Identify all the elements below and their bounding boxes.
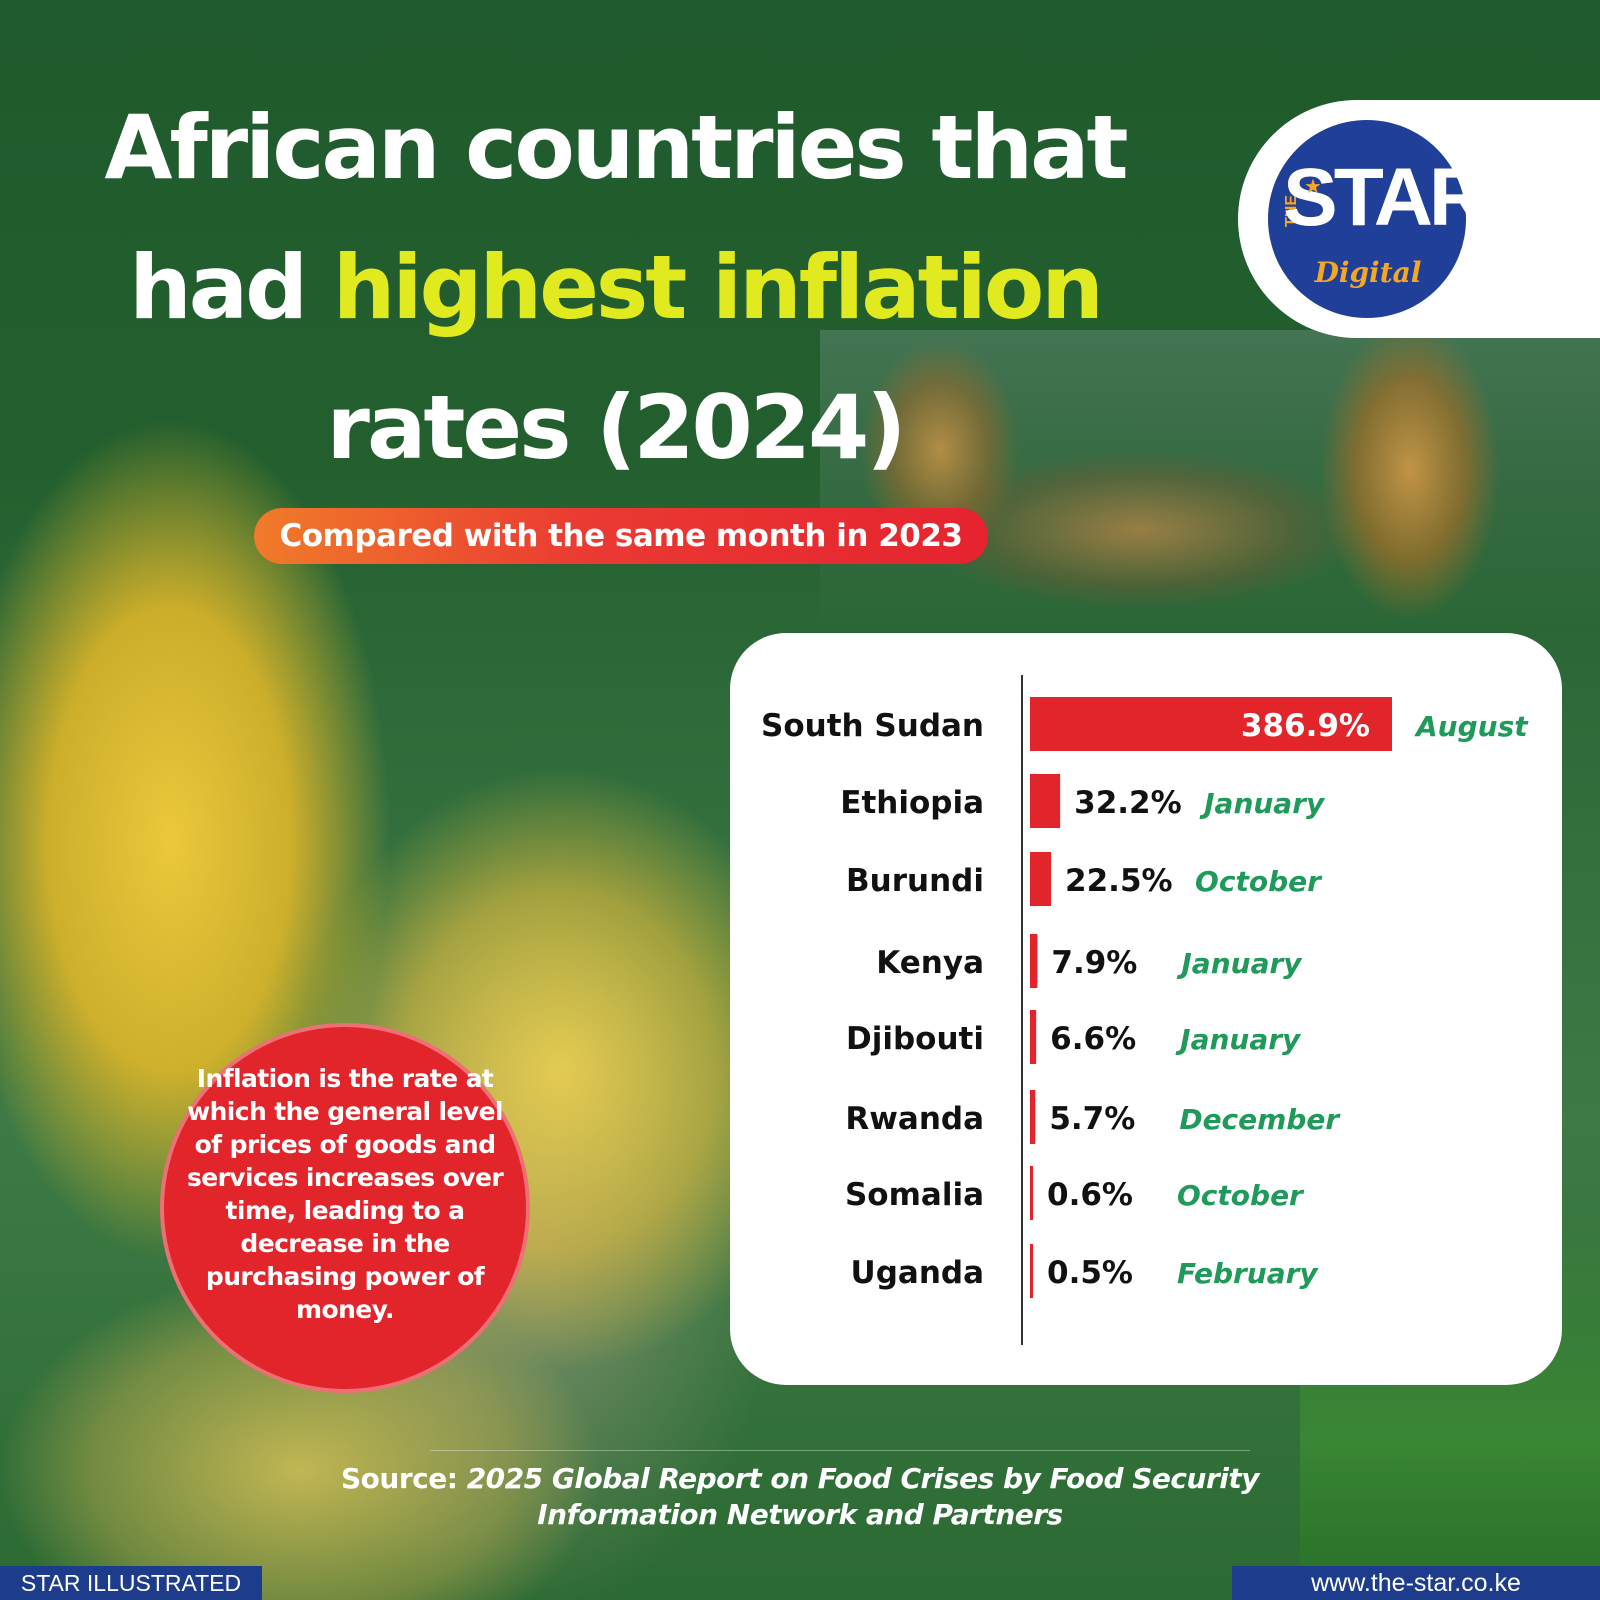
month-label: January (1199, 787, 1326, 820)
month-label: October (1195, 865, 1323, 898)
coins-photo (820, 330, 1600, 630)
value-label: 0.6% (1047, 1177, 1133, 1213)
source-label: Source: (341, 1462, 458, 1495)
corn-photo (0, 420, 760, 1600)
category-label: Djibouti (846, 1021, 984, 1057)
month-label: January (1175, 1023, 1302, 1056)
category-label: Ethiopia (840, 785, 984, 821)
month-label: January (1176, 947, 1303, 980)
month-label: February (1177, 1257, 1319, 1290)
page-title: African countries that had highest infla… (30, 78, 1200, 498)
star-icon: ★ (1304, 174, 1322, 198)
title-part1: African countries that had (104, 96, 1128, 339)
category-label: Kenya (876, 945, 984, 981)
inflation-definition-circle (160, 1023, 530, 1393)
source-text: 2025 Global Report on Food Crises by Foo… (466, 1462, 1260, 1531)
value-label: 32.2% (1074, 785, 1182, 821)
category-label: South Sudan (761, 708, 984, 744)
source-divider (430, 1450, 1250, 1451)
value-label: 7.9% (1051, 945, 1137, 981)
month-label: December (1179, 1103, 1341, 1136)
footer-credit: STAR ILLUSTRATED (0, 1566, 262, 1600)
title-highlight: highest inflation (332, 236, 1104, 339)
source-note: Source: 2025 Global Report on Food Crise… (300, 1461, 1300, 1533)
category-label: Uganda (851, 1255, 984, 1291)
category-label: Burundi (846, 863, 984, 899)
logo-digital-text: Digital (1314, 256, 1422, 289)
bar (1030, 934, 1038, 988)
value-label: 5.7% (1049, 1101, 1135, 1137)
inflation-bar-chart: South Sudan 386.9% August Ethiopia 32.2% Janu… (761, 675, 1529, 1345)
bar (1030, 1166, 1033, 1220)
chart-card (730, 633, 1562, 1385)
month-label: October (1177, 1179, 1305, 1212)
value-label: 6.6% (1050, 1021, 1136, 1057)
month-label: August (1414, 710, 1529, 743)
value-label: 0.5% (1047, 1255, 1133, 1291)
bar (1030, 852, 1052, 906)
bar (1030, 697, 1392, 751)
title-part2: rates (2024) (326, 376, 907, 479)
inflation-definition-text: Inflation is the rate at which the gener… (186, 1064, 504, 1324)
logo-star-text: STAR (1283, 152, 1488, 243)
bar (1030, 774, 1061, 828)
footer-website-link[interactable]: www.the-star.co.ke (1232, 1566, 1600, 1600)
category-label: Rwanda (845, 1101, 984, 1137)
value-label: 22.5% (1065, 863, 1173, 899)
category-label: Somalia (845, 1177, 984, 1213)
bar (1030, 1090, 1036, 1144)
bar (1030, 1010, 1037, 1064)
bar (1030, 1244, 1033, 1298)
value-label: 386.9% (1241, 708, 1370, 744)
subtitle-pill: Compared with the same month in 2023 (254, 508, 988, 564)
star-logo[interactable] (1268, 120, 1466, 318)
